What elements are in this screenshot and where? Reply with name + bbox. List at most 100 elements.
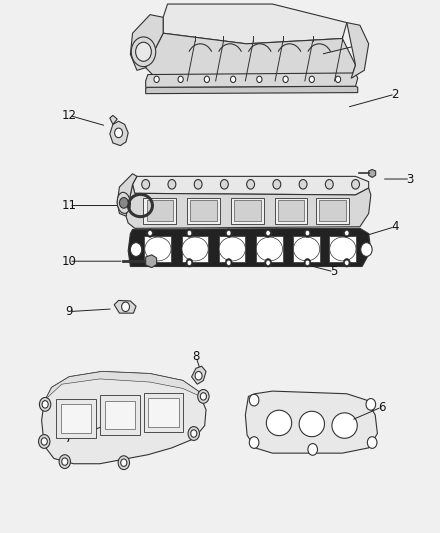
Text: 4: 4: [391, 220, 399, 233]
Circle shape: [361, 243, 372, 256]
Ellipse shape: [266, 410, 292, 435]
Ellipse shape: [293, 237, 320, 261]
Circle shape: [188, 426, 199, 440]
Polygon shape: [56, 399, 96, 438]
Circle shape: [195, 372, 202, 380]
Circle shape: [247, 180, 255, 189]
Circle shape: [186, 259, 193, 267]
Ellipse shape: [182, 237, 208, 261]
Circle shape: [304, 259, 311, 267]
Circle shape: [352, 180, 359, 189]
Circle shape: [343, 229, 350, 237]
Ellipse shape: [299, 411, 324, 437]
Circle shape: [283, 76, 288, 83]
Text: 10: 10: [62, 255, 77, 268]
Polygon shape: [316, 198, 349, 224]
Circle shape: [118, 456, 129, 470]
Circle shape: [225, 229, 232, 237]
Polygon shape: [143, 198, 176, 224]
Circle shape: [121, 459, 127, 466]
Polygon shape: [130, 14, 163, 70]
Text: 8: 8: [192, 350, 200, 363]
Text: 2: 2: [391, 87, 399, 101]
Circle shape: [59, 455, 70, 469]
Circle shape: [227, 230, 231, 236]
Polygon shape: [278, 200, 304, 221]
Ellipse shape: [330, 237, 356, 261]
Circle shape: [131, 37, 156, 67]
Text: 9: 9: [66, 305, 73, 318]
Text: 12: 12: [62, 109, 77, 122]
Circle shape: [198, 390, 209, 403]
Polygon shape: [329, 236, 356, 262]
Circle shape: [187, 260, 191, 265]
Polygon shape: [110, 115, 117, 124]
Circle shape: [136, 42, 151, 61]
Circle shape: [249, 437, 259, 448]
Circle shape: [186, 229, 193, 237]
Polygon shape: [190, 200, 217, 221]
Circle shape: [62, 458, 68, 465]
Text: 7: 7: [66, 432, 73, 446]
Polygon shape: [105, 401, 135, 429]
Text: 5: 5: [330, 265, 337, 278]
Polygon shape: [146, 73, 358, 87]
Circle shape: [41, 438, 47, 445]
Circle shape: [178, 76, 183, 83]
Circle shape: [325, 180, 333, 189]
Polygon shape: [369, 169, 376, 177]
Circle shape: [154, 76, 159, 83]
Circle shape: [345, 230, 349, 236]
Polygon shape: [110, 121, 128, 146]
Circle shape: [367, 437, 377, 448]
Circle shape: [130, 243, 142, 256]
Circle shape: [343, 259, 350, 267]
Circle shape: [39, 434, 50, 448]
Polygon shape: [347, 22, 369, 78]
Circle shape: [309, 76, 315, 83]
Polygon shape: [246, 391, 378, 453]
Polygon shape: [114, 301, 136, 313]
Polygon shape: [61, 405, 92, 433]
Circle shape: [366, 399, 376, 410]
Circle shape: [115, 128, 122, 138]
Ellipse shape: [219, 237, 246, 261]
Circle shape: [40, 398, 51, 411]
Polygon shape: [148, 398, 179, 426]
Circle shape: [257, 76, 262, 83]
Polygon shape: [42, 372, 206, 464]
Circle shape: [148, 260, 152, 265]
Polygon shape: [100, 395, 139, 434]
Circle shape: [231, 76, 236, 83]
Circle shape: [225, 259, 232, 267]
Circle shape: [308, 443, 318, 455]
Circle shape: [305, 230, 310, 236]
Text: 11: 11: [62, 199, 77, 212]
Text: 1: 1: [360, 37, 368, 50]
Circle shape: [335, 76, 341, 83]
Circle shape: [266, 260, 270, 265]
Polygon shape: [128, 228, 371, 266]
Ellipse shape: [117, 192, 130, 213]
Circle shape: [147, 259, 154, 267]
Polygon shape: [275, 198, 308, 224]
Polygon shape: [126, 184, 371, 228]
Circle shape: [273, 180, 281, 189]
Circle shape: [264, 259, 271, 267]
Circle shape: [200, 393, 206, 400]
Circle shape: [194, 180, 202, 189]
Polygon shape: [132, 176, 369, 195]
Polygon shape: [319, 200, 346, 221]
Circle shape: [142, 180, 150, 189]
Circle shape: [121, 302, 129, 312]
Circle shape: [168, 180, 176, 189]
Circle shape: [299, 180, 307, 189]
Polygon shape: [147, 200, 173, 221]
Polygon shape: [191, 366, 206, 384]
Text: 6: 6: [378, 400, 385, 414]
Polygon shape: [44, 372, 200, 402]
Polygon shape: [144, 236, 171, 262]
Polygon shape: [146, 255, 157, 268]
Polygon shape: [187, 198, 220, 224]
Polygon shape: [117, 174, 137, 216]
